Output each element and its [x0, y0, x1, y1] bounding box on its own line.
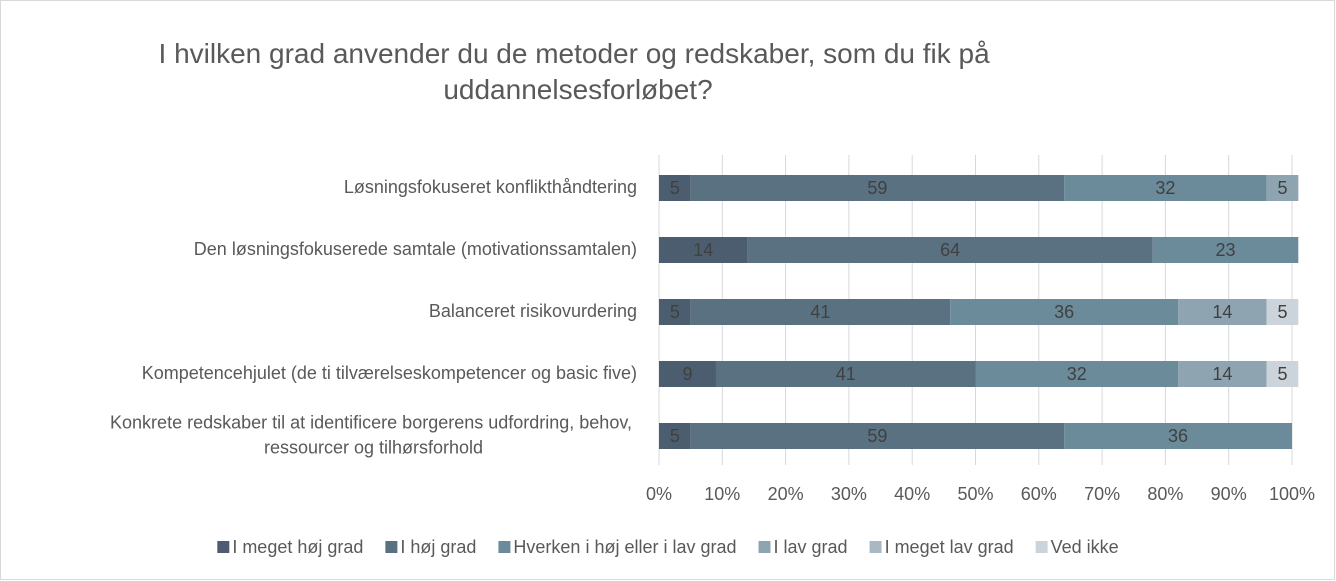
data-label: 14	[693, 240, 713, 260]
x-tick-label: 80%	[1147, 484, 1183, 504]
bar-segment	[659, 175, 691, 201]
data-label: 5	[1277, 364, 1287, 384]
y-tick-label: Kompetencehjulet (de ti tilværelseskompe…	[142, 363, 637, 383]
bar-segment	[1064, 175, 1267, 201]
bar-segment	[975, 361, 1179, 387]
x-tick-label: 60%	[1021, 484, 1057, 504]
bar-segment	[950, 299, 1179, 325]
legend-swatch	[385, 541, 398, 553]
x-tick-label: 20%	[768, 484, 804, 504]
x-tick-label: 0%	[646, 484, 672, 504]
data-label: 36	[1054, 302, 1074, 322]
legend-swatch	[869, 541, 882, 553]
data-label: 5	[670, 426, 680, 446]
data-label: 5	[670, 178, 680, 198]
data-label: 14	[1212, 302, 1232, 322]
x-tick-label: 50%	[957, 484, 993, 504]
x-tick-label: 90%	[1211, 484, 1247, 504]
bar-segment	[659, 299, 691, 325]
data-label: 41	[836, 364, 856, 384]
bar-segment	[690, 299, 951, 325]
data-label: 59	[867, 426, 887, 446]
x-tick-label: 10%	[704, 484, 740, 504]
data-label: 32	[1155, 178, 1175, 198]
legend: I meget høj grad I høj grad Hverken i høj …	[217, 537, 1119, 557]
data-label: 64	[940, 240, 960, 260]
bar-segment	[1266, 175, 1299, 201]
x-tick-label: 70%	[1084, 484, 1120, 504]
data-label: 41	[810, 302, 830, 322]
bar-segment	[659, 361, 716, 387]
legend-label: I lav grad	[774, 537, 848, 557]
bar-segment	[1178, 361, 1267, 387]
legend-swatch	[217, 541, 230, 553]
legend-label: Ved ikke	[1051, 537, 1119, 557]
bar-segment	[1064, 423, 1292, 449]
y-tick-label: Den løsningsfokuserede samtale (motivati…	[194, 239, 637, 259]
bar-segment	[659, 237, 748, 263]
x-tick-label: 40%	[894, 484, 930, 504]
legend-swatch	[1035, 541, 1048, 553]
bar-segment	[715, 361, 976, 387]
y-tick-label: Konkrete redskaber til at identificere b…	[110, 412, 637, 457]
data-label: 5	[1277, 178, 1287, 198]
legend-label: I meget høj grad	[232, 537, 363, 557]
y-tick-label: Løsningsfokuseret konflikthåndtering	[344, 177, 637, 197]
data-label: 5	[670, 302, 680, 322]
data-label: 36	[1168, 426, 1188, 446]
legend-swatch	[758, 541, 771, 553]
bar-segment	[1178, 299, 1267, 325]
x-tick-label: 100%	[1269, 484, 1315, 504]
bar-segment	[1152, 237, 1299, 263]
bar-segment	[690, 175, 1065, 201]
bar-segment	[690, 423, 1065, 449]
chart-title: I hvilken grad anvender du de metoder og…	[159, 38, 998, 105]
data-label: 59	[867, 178, 887, 198]
data-label: 23	[1216, 240, 1236, 260]
data-label: 32	[1067, 364, 1087, 384]
legend-swatch	[498, 541, 511, 553]
data-label: 14	[1212, 364, 1232, 384]
bar-segment	[1266, 299, 1299, 325]
x-tick-label: 30%	[831, 484, 867, 504]
legend-label: I høj grad	[400, 537, 476, 557]
data-label: 5	[1277, 302, 1287, 322]
bar-segment	[1266, 361, 1299, 387]
legend-label: I meget lav grad	[885, 537, 1014, 557]
bar-segment	[747, 237, 1153, 263]
data-label: 9	[682, 364, 692, 384]
legend-label: Hverken i høj eller i lav grad	[513, 537, 736, 557]
y-tick-label: Balanceret risikovurdering	[429, 301, 637, 321]
bar-segment	[659, 423, 691, 449]
